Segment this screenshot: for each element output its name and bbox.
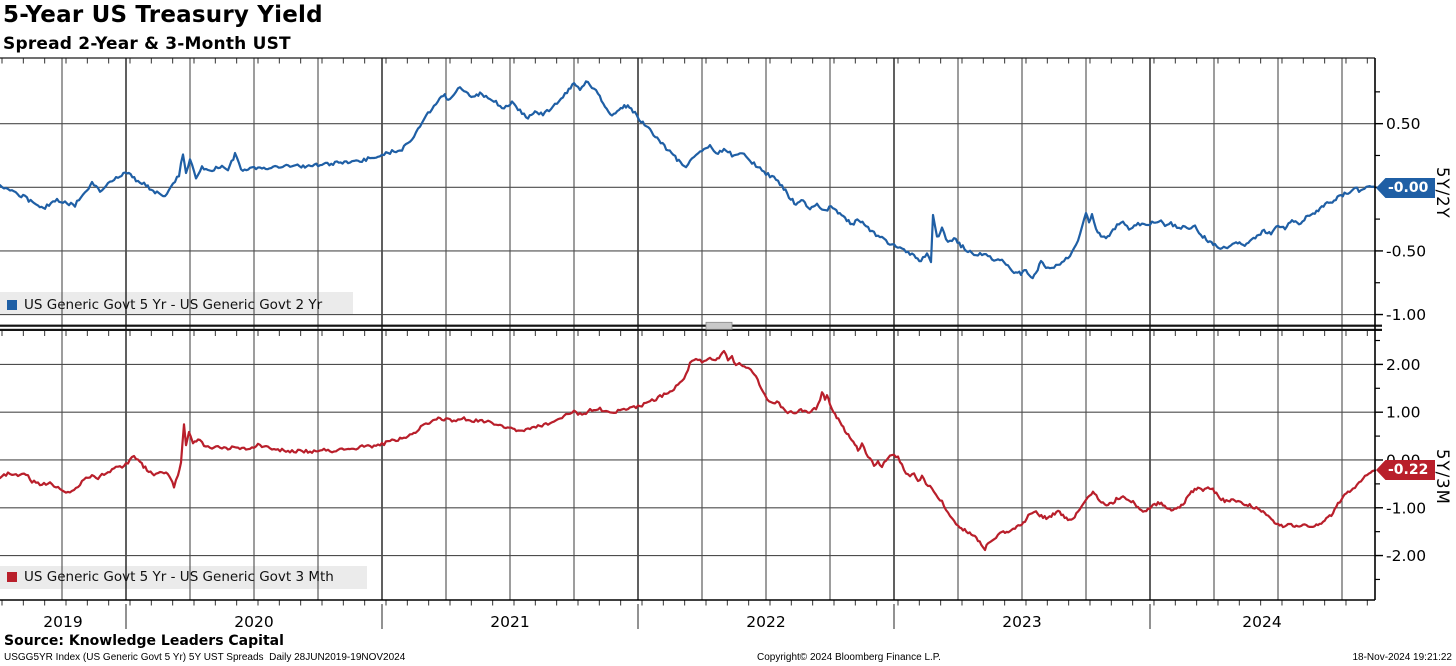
index-description: USGG5YR Index (US Generic Govt 5 Yr) 5Y …	[4, 652, 406, 663]
svg-text:2023: 2023	[1002, 613, 1041, 631]
svg-text:2.00: 2.00	[1386, 356, 1421, 374]
svg-text:2024: 2024	[1242, 613, 1281, 631]
svg-text:0.50: 0.50	[1386, 115, 1421, 133]
svg-text:-0.50: -0.50	[1386, 242, 1426, 260]
axis-label-5y3m: 5Y/3M	[1433, 449, 1452, 505]
page-title: 5-Year US Treasury Yield	[3, 2, 323, 28]
svg-text:1.00: 1.00	[1386, 404, 1421, 422]
panel-resize-handle[interactable]	[705, 321, 733, 330]
last-value-badge-5y3m: -0.22	[1376, 460, 1436, 480]
series-swatch-icon	[7, 300, 17, 310]
svg-text:-1.00: -1.00	[1386, 306, 1426, 324]
copyright-notice: Copyright© 2024 Bloomberg Finance L.P.	[757, 652, 941, 663]
svg-text:2021: 2021	[490, 613, 529, 631]
svg-text:2019: 2019	[43, 613, 82, 631]
source-credit: Source: Knowledge Leaders Capital	[4, 633, 284, 649]
page-subtitle: Spread 2-Year & 3-Month UST	[3, 34, 291, 54]
axis-label-5y2y: 5Y/2Y	[1433, 167, 1452, 219]
last-value-badge-5y2y: -0.00	[1376, 178, 1436, 198]
svg-text:2020: 2020	[234, 613, 273, 631]
legend-label: US Generic Govt 5 Yr - US Generic Govt 2…	[24, 297, 323, 313]
svg-text:-2.00: -2.00	[1386, 547, 1426, 565]
legend-5y2y[interactable]: US Generic Govt 5 Yr - US Generic Govt 2…	[7, 297, 322, 313]
legend-5y3m[interactable]: US Generic Govt 5 Yr - US Generic Govt 3…	[7, 569, 334, 585]
legend-label: US Generic Govt 5 Yr - US Generic Govt 3…	[24, 569, 334, 585]
svg-text:-1.00: -1.00	[1386, 499, 1426, 517]
svg-text:2022: 2022	[746, 613, 785, 631]
timestamp: 18-Nov-2024 19:21:22	[1352, 652, 1452, 663]
series-swatch-icon	[7, 572, 17, 582]
